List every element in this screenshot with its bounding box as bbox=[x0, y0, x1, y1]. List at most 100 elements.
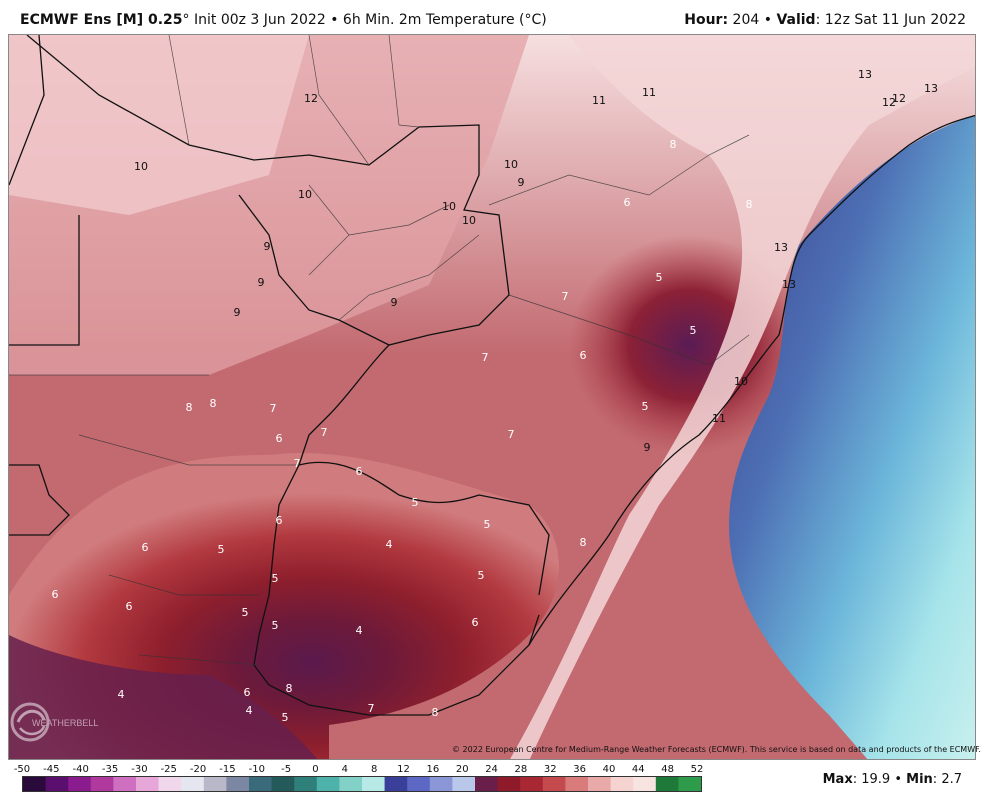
min-value: 2.7 bbox=[941, 772, 962, 787]
colorbar-tick-label: -20 bbox=[189, 764, 207, 775]
colorbar-ticks: -50 -45 -40 -35 -30 -25 -20 -15 -10 -5 0 4 8 12 16 20 24… bbox=[0, 764, 984, 776]
contour-label: 5 bbox=[642, 400, 649, 413]
contour-label: 5 bbox=[272, 572, 279, 585]
contour-label: 6 bbox=[276, 432, 283, 445]
contour-label: 10 bbox=[134, 160, 148, 173]
colorbar-swatch bbox=[45, 777, 69, 791]
colorbar-tick-label: 28 bbox=[514, 764, 528, 775]
colorbar bbox=[22, 776, 702, 792]
colorbar-tick-label: -15 bbox=[219, 764, 236, 775]
contour-label: 7 bbox=[270, 402, 277, 415]
contour-label: 9 bbox=[518, 176, 525, 189]
colorbar-tick-label: -45 bbox=[43, 764, 60, 775]
temperature-map: 12 11 11 13 12 12 13 10 10 9 10 10 10 9 9 9 9 8 6 8 13 13 5 7 5 7… bbox=[8, 34, 976, 760]
colorbar-tick-label: 8 bbox=[370, 764, 378, 775]
contour-label: 13 bbox=[924, 82, 938, 95]
colorbar-tick-label: 36 bbox=[573, 764, 586, 775]
colorbar-swatch bbox=[610, 777, 634, 791]
weatherbell-logo: WEATHERBELL bbox=[10, 702, 98, 742]
contour-label: 6 bbox=[624, 196, 631, 209]
colorbar-swatch bbox=[181, 777, 205, 791]
contour-label: 5 bbox=[484, 518, 491, 531]
contour-label: 8 bbox=[210, 397, 217, 410]
contour-label: 7 bbox=[321, 426, 328, 439]
contour-label: 11 bbox=[642, 86, 656, 99]
contour-label: 11 bbox=[592, 94, 606, 107]
colorbar-tick-label: -35 bbox=[101, 764, 119, 775]
state-borders bbox=[9, 35, 750, 666]
coastal-warm-band bbox=[510, 35, 975, 759]
forecast-time: Hour: 204 • Valid: 12z Sat 11 Jun 2022 bbox=[684, 12, 966, 28]
max-value: 19.9 bbox=[861, 772, 891, 787]
contour-label: 10 bbox=[298, 188, 312, 201]
colorbar-tick-label: 44 bbox=[631, 764, 645, 775]
contour-label: 9 bbox=[391, 296, 398, 309]
colorbar-tick-label: 4 bbox=[341, 764, 348, 775]
colorbar-swatch bbox=[113, 777, 137, 791]
contour-label: 11 bbox=[712, 412, 726, 425]
coldest-core bbox=[9, 635, 318, 759]
contour-label: 13 bbox=[782, 278, 796, 291]
colorbar-swatch bbox=[633, 777, 657, 791]
contour-label: 13 bbox=[774, 241, 788, 254]
colorbar-tick-label: 12 bbox=[397, 764, 410, 775]
contour-label: 12 bbox=[304, 92, 318, 105]
colorbar-swatch bbox=[520, 777, 544, 791]
colorbar-swatch bbox=[203, 777, 227, 791]
contour-label: 10 bbox=[504, 158, 518, 171]
colorbar-tick-label: -25 bbox=[160, 764, 177, 775]
contour-label: 7 bbox=[562, 290, 569, 303]
colorbar-swatch bbox=[678, 777, 701, 791]
contour-label: 10 bbox=[462, 214, 476, 227]
contour-label: 8 bbox=[670, 138, 677, 151]
contour-label: 4 bbox=[386, 538, 393, 551]
colorbar-swatch bbox=[655, 777, 679, 791]
chart-title: ECMWF Ens [M] 0.25° Init 00z 3 Jun 2022 … bbox=[20, 12, 547, 28]
contour-label: 6 bbox=[472, 616, 479, 629]
colorbar-swatch bbox=[588, 777, 612, 791]
contour-label: 8 bbox=[746, 198, 753, 211]
colorbar-tick-label: 0 bbox=[312, 764, 319, 775]
contour-label: 5 bbox=[656, 271, 663, 284]
country-borders bbox=[9, 35, 550, 716]
colorbar-tick-label: -5 bbox=[281, 764, 292, 775]
header-bullet-2: • bbox=[763, 12, 772, 28]
valid-label: Valid bbox=[776, 12, 816, 28]
colorbar-tick-label: -10 bbox=[248, 764, 265, 775]
colorbar-tick-label: -50 bbox=[13, 764, 31, 775]
min-label: Min bbox=[906, 772, 933, 787]
contour-label: 6 bbox=[244, 686, 251, 699]
degree-sign: ° bbox=[182, 12, 190, 28]
colorbar-tick-label: 20 bbox=[455, 764, 469, 775]
header-bullet: • bbox=[330, 12, 339, 28]
contour-label: 13 bbox=[858, 68, 872, 81]
contour-label: 5 bbox=[242, 606, 249, 619]
colorbar-swatch bbox=[90, 777, 114, 791]
contour-label: 6 bbox=[580, 349, 587, 362]
hour-value: 204 bbox=[732, 12, 760, 28]
contour-label: 5 bbox=[412, 496, 419, 509]
contour-label: 6 bbox=[126, 600, 133, 613]
colorbar-swatch bbox=[407, 777, 431, 791]
colorbar-swatch bbox=[565, 777, 589, 791]
contour-label: 6 bbox=[356, 465, 363, 478]
colorbar-tick-label: -40 bbox=[72, 764, 89, 775]
header: ECMWF Ens [M] 0.25° Init 00z 3 Jun 2022 … bbox=[0, 0, 984, 34]
contour-label: 7 bbox=[294, 457, 301, 470]
contour-label: 4 bbox=[246, 704, 253, 717]
contour-label: 10 bbox=[442, 200, 456, 213]
contour-label: 12 bbox=[882, 96, 896, 109]
north-light-region bbox=[9, 35, 309, 215]
contour-label: 8 bbox=[286, 682, 293, 695]
contour-label: 8 bbox=[186, 401, 193, 414]
colorbar-swatch bbox=[271, 777, 295, 791]
colorbar-swatch bbox=[542, 777, 566, 791]
contour-label: 4 bbox=[118, 688, 125, 701]
contour-label: 5 bbox=[690, 324, 697, 337]
colorbar-swatch bbox=[497, 777, 521, 791]
colorbar-swatch bbox=[452, 777, 476, 791]
stats-sep: • bbox=[894, 772, 902, 787]
init-time: Init 00z 3 Jun 2022 bbox=[193, 12, 326, 28]
colorbar-swatch bbox=[136, 777, 160, 791]
